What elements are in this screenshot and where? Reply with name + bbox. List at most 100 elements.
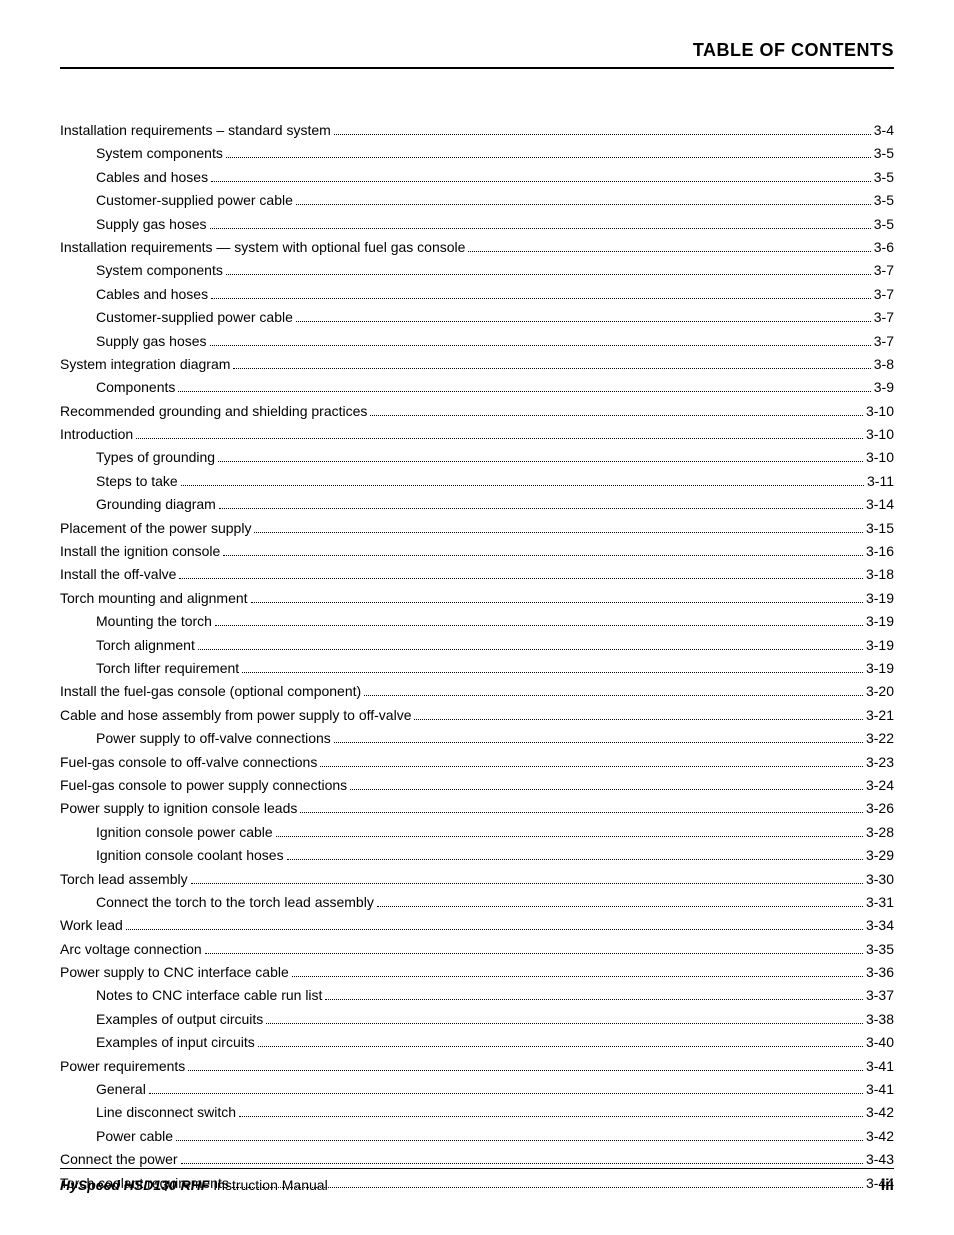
- toc-entry-page: 3-23: [866, 751, 894, 773]
- toc-entry-page: 3-10: [866, 446, 894, 468]
- page: TABLE OF CONTENTS Installation requireme…: [0, 0, 954, 1235]
- toc-entry-page: 3-18: [866, 563, 894, 585]
- toc-leader-dots: [179, 578, 862, 579]
- toc-leader-dots: [276, 836, 863, 837]
- toc-entry: Types of grounding3-10: [60, 446, 894, 468]
- toc-entry-page: 3-29: [866, 844, 894, 866]
- toc-entry: Install the fuel-gas console (optional c…: [60, 680, 894, 702]
- toc-entry: Connect the torch to the torch lead asse…: [60, 891, 894, 913]
- toc-entry-label: Mounting the torch: [96, 610, 212, 632]
- toc-entry-label: Install the fuel-gas console (optional c…: [60, 680, 361, 702]
- toc-leader-dots: [223, 555, 863, 556]
- toc-entry-label: Customer-supplied power cable: [96, 306, 293, 328]
- toc-leader-dots: [377, 906, 863, 907]
- toc-entry-label: Ignition console coolant hoses: [96, 844, 284, 866]
- toc-entry-page: 3-7: [874, 330, 894, 352]
- toc-entry: Customer-supplied power cable 3-7: [60, 306, 894, 328]
- toc-entry-page: 3-19: [866, 657, 894, 679]
- page-header-title: TABLE OF CONTENTS: [60, 40, 894, 69]
- toc-leader-dots: [188, 1070, 863, 1071]
- toc-entry: Notes to CNC interface cable run list 3-3…: [60, 984, 894, 1006]
- toc-entry-page: 3-31: [866, 891, 894, 913]
- toc-leader-dots: [300, 812, 863, 813]
- toc-entry-page: 3-26: [866, 797, 894, 819]
- toc-entry-label: Grounding diagram: [96, 493, 216, 515]
- toc-entry: Steps to take3-11: [60, 470, 894, 492]
- toc-leader-dots: [296, 321, 871, 322]
- toc-entry-label: Cable and hose assembly from power suppl…: [60, 704, 411, 726]
- toc-entry-page: 3-19: [866, 610, 894, 632]
- toc-entry-label: Components: [96, 376, 175, 398]
- toc-entry: Torch lead assembly3-30: [60, 868, 894, 890]
- toc-entry: Work lead3-34: [60, 914, 894, 936]
- toc-entry-label: System components: [96, 259, 223, 281]
- toc-leader-dots: [334, 742, 863, 743]
- toc-entry-page: 3-37: [866, 984, 894, 1006]
- toc-entry: General3-41: [60, 1078, 894, 1100]
- toc-entry-page: 3-11: [867, 470, 894, 492]
- toc-entry: Install the off-valve 3-18: [60, 563, 894, 585]
- toc-leader-dots: [210, 345, 871, 346]
- toc-leader-dots: [176, 1140, 863, 1141]
- footer-left: HySpeed HSD130 RHF Instruction Manual: [60, 1177, 328, 1193]
- toc-entry-label: Power requirements: [60, 1055, 185, 1077]
- toc-entry-page: 3-9: [874, 376, 894, 398]
- toc-entry-page: 3-19: [866, 634, 894, 656]
- toc-leader-dots: [266, 1023, 863, 1024]
- toc-leader-dots: [414, 719, 862, 720]
- toc-entry-label: Arc voltage connection: [60, 938, 202, 960]
- toc-entry-page: 3-7: [874, 259, 894, 281]
- toc-entry-label: Torch lead assembly: [60, 868, 188, 890]
- toc-entry-page: 3-5: [874, 142, 894, 164]
- toc-leader-dots: [468, 251, 870, 252]
- toc-leader-dots: [211, 298, 871, 299]
- toc-entry: Grounding diagram 3-14: [60, 493, 894, 515]
- toc-entry-page: 3-10: [866, 400, 894, 422]
- toc-entry-page: 3-14: [866, 493, 894, 515]
- toc-leader-dots: [211, 181, 871, 182]
- toc-leader-dots: [136, 438, 863, 439]
- toc-entry-label: Power supply to off-valve connections: [96, 727, 331, 749]
- toc-entry: Torch mounting and alignment3-19: [60, 587, 894, 609]
- toc-leader-dots: [239, 1116, 863, 1117]
- toc-leader-dots: [320, 766, 863, 767]
- toc-entry-page: 3-42: [866, 1101, 894, 1123]
- toc-entry: Power supply to off-valve connections3-2…: [60, 727, 894, 749]
- toc-entry-page: 3-42: [866, 1125, 894, 1147]
- toc-entry-label: Install the off-valve: [60, 563, 176, 585]
- toc-entry: Introduction3-10: [60, 423, 894, 445]
- toc-leader-dots: [233, 368, 870, 369]
- toc-entry-label: System integration diagram: [60, 353, 230, 375]
- toc-entry-page: 3-24: [866, 774, 894, 796]
- toc-leader-dots: [198, 649, 863, 650]
- toc-entry: Examples of input circuits3-40: [60, 1031, 894, 1053]
- toc-entry-page: 3-7: [874, 306, 894, 328]
- footer-page-number: iii: [881, 1177, 894, 1195]
- toc-entry-label: Torch alignment: [96, 634, 195, 656]
- toc-leader-dots: [242, 672, 863, 673]
- toc-leader-dots: [226, 157, 871, 158]
- toc-entry: Line disconnect switch3-42: [60, 1101, 894, 1123]
- toc-entry-page: 3-16: [866, 540, 894, 562]
- toc-entry-label: Placement of the power supply: [60, 517, 251, 539]
- toc-entry-label: Power cable: [96, 1125, 173, 1147]
- toc-entry: Fuel-gas console to off-valve connection…: [60, 751, 894, 773]
- toc-leader-dots: [350, 789, 863, 790]
- toc-entry-label: Notes to CNC interface cable run list: [96, 984, 322, 1006]
- toc-entry: Components 3-9: [60, 376, 894, 398]
- toc-entry: Power requirements3-41: [60, 1055, 894, 1077]
- toc-leader-dots: [258, 1046, 863, 1047]
- toc-entry: Power supply to ignition console leads3-…: [60, 797, 894, 819]
- toc-entry-page: 3-6: [874, 236, 894, 258]
- toc-leader-dots: [254, 532, 863, 533]
- toc-entry: Examples of output circuits3-38: [60, 1008, 894, 1030]
- toc-entry: Torch alignment 3-19: [60, 634, 894, 656]
- toc-leader-dots: [364, 695, 863, 696]
- toc-leader-dots: [205, 953, 863, 954]
- toc-entry-page: 3-36: [866, 961, 894, 983]
- toc-leader-dots: [191, 883, 863, 884]
- toc-leader-dots: [126, 929, 863, 930]
- toc-entry-label: Supply gas hoses: [96, 330, 207, 352]
- toc-leader-dots: [215, 625, 863, 626]
- toc-entry-label: System components: [96, 142, 223, 164]
